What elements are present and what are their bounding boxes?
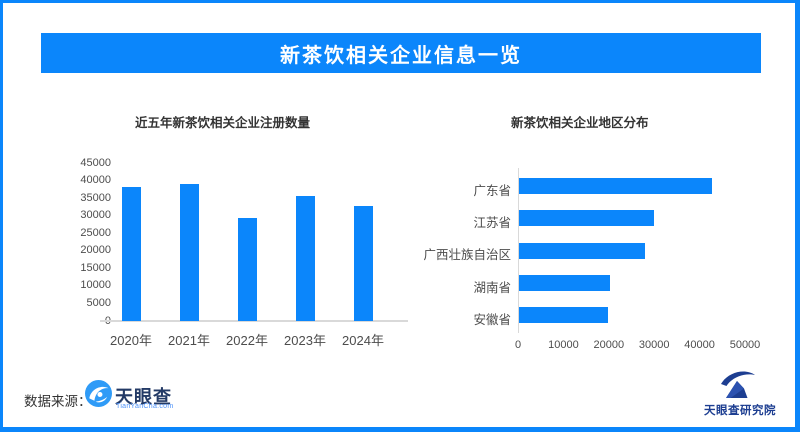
y-category-label: 广东省 [473, 183, 511, 198]
y-tick-label: 30000 [80, 209, 111, 222]
y-tick-label: 40000 [80, 174, 111, 187]
y-tick-label: 10000 [80, 279, 111, 292]
hbar [519, 307, 609, 323]
registrations-chart-title: 近五年新茶饮相关企业注册数量 [135, 116, 311, 130]
x-category-label: 2022年 [226, 333, 268, 348]
tianyancha-logo-icon [85, 380, 112, 407]
research-institute-logo-icon [721, 371, 755, 398]
research-institute-name: 天眼查研究院 [704, 405, 776, 417]
x-category-label: 2021年 [168, 333, 210, 348]
y-tick-label: 5000 [86, 296, 111, 309]
y-category-label: 广西壮族自治区 [423, 248, 511, 262]
bar [179, 184, 199, 321]
bar [353, 205, 373, 321]
page-title: 新茶饮相关企业信息一览 [280, 44, 522, 67]
hbar [519, 178, 713, 194]
x-category-label: 2020年 [110, 333, 152, 348]
y-tick-label: 15000 [80, 261, 111, 274]
page-title-banner: 新茶饮相关企业信息一览 [41, 33, 761, 73]
y-tick-label: 20000 [80, 244, 111, 257]
x-tick-label: 40000 [684, 339, 715, 351]
bar [295, 195, 315, 321]
x-tick-label: 0 [514, 339, 522, 351]
x-category-label: 2023年 [284, 333, 326, 348]
y-tick-label: 35000 [80, 191, 111, 204]
hbar [519, 275, 610, 291]
x-category-label: 2024年 [342, 333, 384, 348]
hbar [519, 210, 654, 226]
bar [121, 186, 141, 321]
y-tick-label: 45000 [80, 156, 111, 169]
x-tick-label: 10000 [548, 339, 579, 351]
y-category-label: 江苏省 [473, 215, 511, 230]
tianyancha-url: TianYanCha.com [116, 403, 174, 410]
y-category-label: 安徽省 [473, 312, 511, 327]
y-axis-line [518, 168, 519, 333]
x-tick-label: 20000 [593, 339, 625, 351]
tianyancha-brand-name: 天眼查 [115, 387, 172, 407]
y-category-label: 湖南省 [473, 280, 511, 295]
x-axis-line [100, 320, 408, 322]
bar [237, 217, 257, 321]
data-source-label: 数据来源： [24, 394, 92, 409]
regions-chart-title: 新茶饮相关企业地区分布 [511, 116, 649, 130]
x-tick-label: 30000 [638, 339, 670, 351]
x-tick-label: 50000 [729, 339, 761, 351]
y-tick-label: 25000 [80, 226, 111, 239]
hbar [519, 242, 646, 259]
